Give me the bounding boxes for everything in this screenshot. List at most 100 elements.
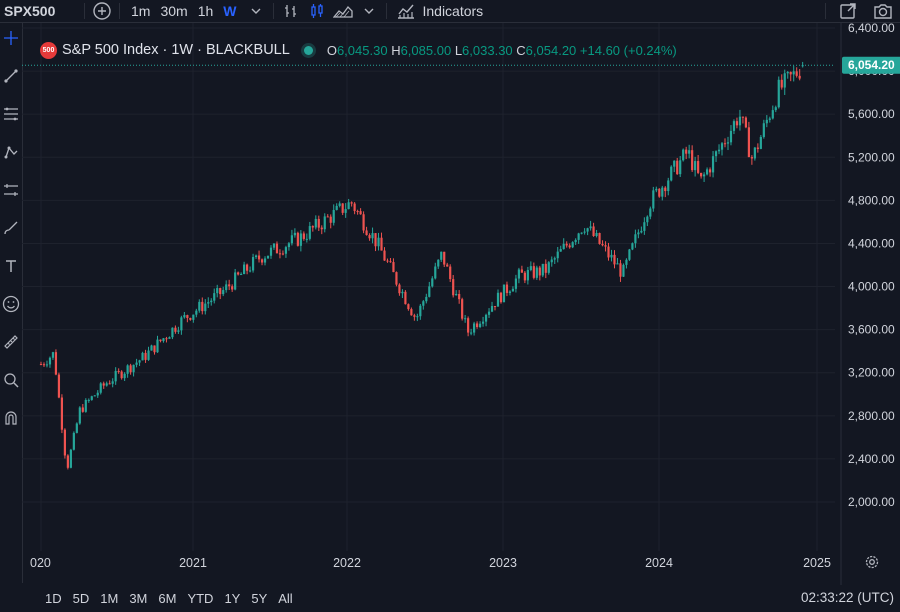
candle-body [395,272,398,285]
open-new-window-icon[interactable] [830,0,866,22]
candle-body [741,116,745,118]
range-1d[interactable]: 1D [45,591,62,606]
candle-body [216,288,219,294]
candle-body [768,118,771,120]
candle-body [129,365,132,373]
compare-plus-icon[interactable] [89,0,115,22]
series-title[interactable]: S&P 500 Index · 1W · BLACKBULL [62,42,290,58]
chevron-down-icon[interactable] [243,0,269,22]
interval-1h[interactable]: 1h [197,3,214,19]
candle-body [410,309,413,316]
magnet-icon[interactable] [0,403,22,433]
price-tick: 6,400.00 [848,23,895,35]
interval-30m[interactable]: 30m [160,3,188,19]
time-axis[interactable]: 020 2021 2022 2023 2024 2025 [30,556,831,570]
interval-w[interactable]: W [223,3,237,19]
candle-body [723,143,727,145]
fib-retracement-icon[interactable] [0,99,22,129]
candle-body [583,231,586,233]
brush-icon[interactable] [0,213,22,243]
candle-body [386,260,389,262]
indicators-button[interactable]: Indicators [391,0,489,22]
candle-body [290,235,294,244]
candle-body [425,296,428,302]
chevron-down-icon[interactable] [356,0,382,22]
candle-body [231,286,234,290]
range-ytd[interactable]: YTD [187,591,214,606]
gear-icon[interactable] [864,554,880,570]
range-bar: 1D 5D 1M 3M 6M YTD 1Y 5Y All [0,585,900,612]
zoom-icon[interactable] [0,365,22,395]
candles [39,61,804,470]
candle-body [759,136,762,149]
candle-body [652,190,655,209]
candle-body [520,269,523,273]
candle-body [168,337,171,339]
candle-body [162,338,165,342]
candle-body [568,245,571,248]
bar-style-icon[interactable] [278,0,304,22]
candle-body [595,232,598,237]
candle-body [72,432,75,450]
area-style-icon[interactable] [330,0,356,22]
candle-body [299,233,302,246]
candle-body [102,383,105,386]
ruler-icon[interactable] [0,327,22,357]
emoji-icon[interactable] [0,289,22,319]
trend-line-icon[interactable] [0,61,22,91]
candle-body [747,127,750,158]
candle-body [496,292,500,307]
time-tick: 020 [30,556,51,570]
candle-body [780,79,783,88]
candle-body [398,284,401,294]
pattern-tool-icon[interactable] [0,137,22,167]
time-tick: 2024 [645,556,673,570]
range-5y[interactable]: 5Y [251,591,268,606]
price-axis[interactable]: 6,400.006,000.005,600.005,200.004,800.00… [840,23,895,585]
text-tool-icon[interactable] [0,251,22,281]
range-5d[interactable]: 5D [72,591,90,606]
candle-body [685,149,688,154]
candle-body [51,352,55,358]
candle-body [547,262,550,273]
price-chart[interactable]: 6,400.006,000.005,600.005,200.004,800.00… [22,23,900,585]
interval-1m[interactable]: 1m [131,3,151,19]
symbol-search[interactable]: SPX500 [4,3,56,19]
camera-icon[interactable] [866,0,900,22]
candle-body [263,258,267,263]
candle-body [272,243,276,248]
utc-clock[interactable]: 02:33:22 (UTC) [800,590,894,605]
candle-body [275,243,279,254]
range-6m[interactable]: 6M [158,591,177,606]
candle-body [69,449,72,468]
candle-body [183,315,186,318]
candle-body [559,249,562,252]
time-tick: 2021 [179,556,207,570]
candle-body [54,352,58,375]
open-label: O [326,42,337,58]
range-1m[interactable]: 1M [100,591,119,606]
candle-body [81,407,84,412]
time-tick: 2025 [803,556,831,570]
range-all[interactable]: All [278,591,293,606]
range-1y[interactable]: 1Y [224,591,241,606]
top-right-tools [821,0,900,22]
range-3m[interactable]: 3M [129,591,148,606]
crosshair-icon[interactable] [0,23,22,53]
candle-body [237,272,240,275]
candle-body [404,291,407,305]
candle-body [449,266,452,280]
candle-body [682,149,685,161]
candle-body [490,306,494,312]
candle-body [177,330,180,332]
candle-body [446,264,449,267]
candle-body [156,339,159,353]
forecast-tool-icon[interactable] [0,175,22,205]
candle-body [738,116,742,126]
market-status-dot [303,45,313,55]
candle-style-icon[interactable] [304,0,330,22]
candle-body [120,371,123,379]
candle-body [673,160,676,167]
candle-body [691,150,694,171]
candle-body [493,306,497,308]
